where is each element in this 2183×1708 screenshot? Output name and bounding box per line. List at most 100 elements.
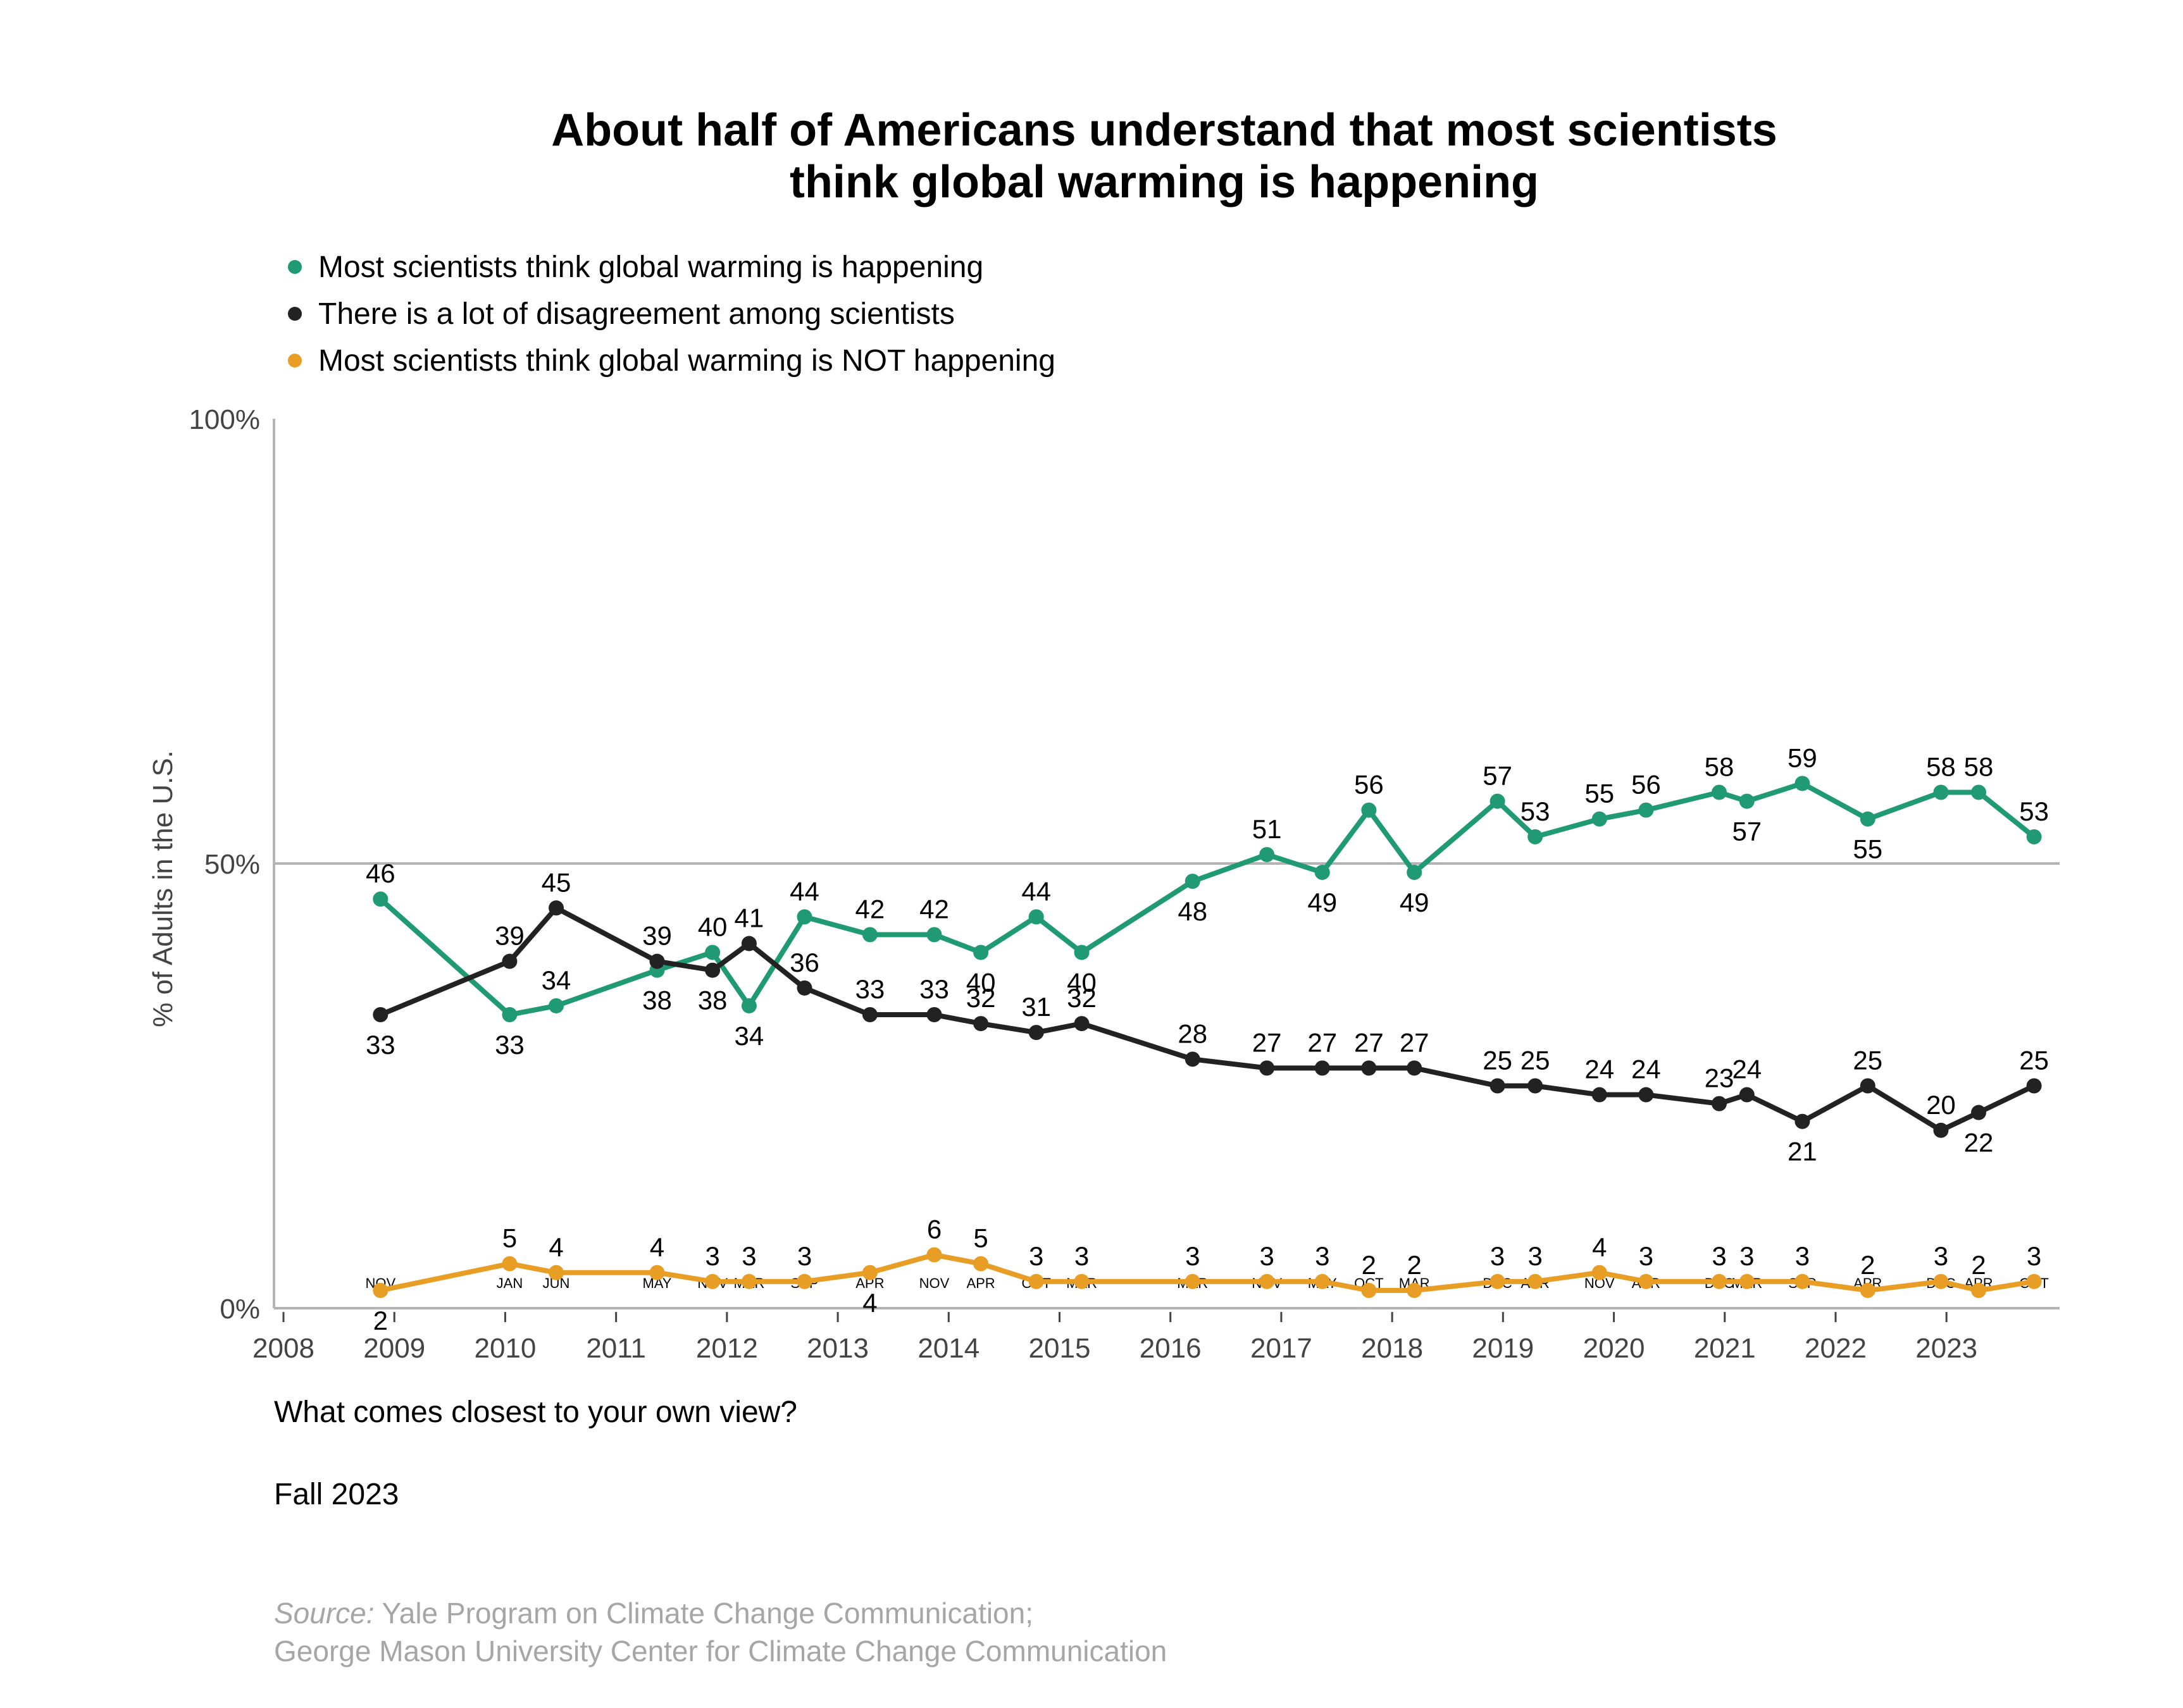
data-point-not-happening (1712, 1273, 1727, 1289)
data-point-not-happening (926, 1247, 942, 1263)
data-point-disagreement (1028, 1025, 1044, 1041)
data-point-happening (1028, 909, 1044, 925)
data-label-disagreement: 20 (1926, 1090, 1956, 1120)
data-label-disagreement: 22 (1964, 1128, 1994, 1158)
y-tick-label: 50% (204, 849, 260, 880)
source-note: Source: Yale Program on Climate Change C… (274, 1594, 1167, 1670)
data-label-not-happening: 4 (862, 1288, 877, 1318)
data-label-not-happening: 2 (373, 1306, 388, 1335)
data-point-not-happening (741, 1273, 757, 1289)
series-line-happening (378, 781, 2036, 1018)
data-point-happening (549, 998, 564, 1013)
data-label-disagreement: 32 (1067, 983, 1097, 1013)
data-label-not-happening: 2 (1407, 1250, 1421, 1280)
data-label-disagreement: 25 (1483, 1046, 1512, 1075)
data-label-not-happening: 3 (2027, 1241, 2041, 1271)
data-point-not-happening (1591, 1265, 1607, 1280)
data-label-happening: 40 (966, 968, 996, 998)
data-label-not-happening: 4 (549, 1232, 563, 1262)
data-label-not-happening: 3 (1074, 1241, 1089, 1271)
data-point-not-happening (1259, 1273, 1275, 1289)
data-label-happening: 56 (1631, 770, 1661, 800)
data-label-happening: 44 (1021, 876, 1051, 906)
data-label-not-happening: 3 (1712, 1241, 1726, 1271)
source-line-1: Yale Program on Climate Change Communica… (382, 1597, 1034, 1630)
data-label-not-happening: 3 (1795, 1241, 1810, 1271)
data-point-disagreement (1407, 1060, 1422, 1076)
x-tick-label: 2020 (1583, 1333, 1645, 1364)
y-tick-label: 0% (220, 1294, 260, 1325)
data-label-disagreement: 25 (2019, 1046, 2049, 1075)
data-point-not-happening (549, 1265, 564, 1280)
data-label-happening: 44 (790, 876, 819, 906)
data-point-happening (373, 891, 389, 907)
data-point-not-happening (862, 1265, 878, 1280)
data-label-not-happening: 3 (742, 1241, 756, 1271)
x-tick-label: 2011 (586, 1333, 646, 1364)
data-label-disagreement: 27 (1400, 1027, 1429, 1057)
data-point-not-happening (1971, 1282, 1987, 1298)
data-point-disagreement (926, 1007, 942, 1023)
legend-marker-icon (288, 260, 302, 274)
data-point-not-happening (373, 1282, 389, 1298)
data-label-disagreement: 27 (1354, 1027, 1384, 1057)
x-tick-label: 2019 (1472, 1333, 1534, 1364)
data-point-disagreement (549, 900, 564, 916)
chart-title: About half of Americans understand that … (0, 104, 2183, 208)
data-label-disagreement: 31 (1021, 992, 1051, 1022)
data-label-happening: 40 (698, 912, 728, 942)
data-point-not-happening (649, 1265, 665, 1280)
data-point-disagreement (1638, 1087, 1654, 1103)
data-point-happening (1739, 793, 1755, 809)
x-tick-label: 2012 (696, 1333, 758, 1364)
data-label-not-happening: 3 (1527, 1241, 1542, 1271)
legend-marker-icon (288, 354, 302, 368)
data-label-not-happening: 5 (973, 1223, 988, 1253)
series-line-not-happening (380, 1252, 2035, 1293)
data-point-disagreement (1185, 1051, 1200, 1067)
data-point-not-happening (1860, 1282, 1875, 1298)
data-label-happening: 55 (1853, 834, 1882, 864)
source-line-2: George Mason University Center for Clima… (274, 1635, 1167, 1668)
x-tick-label: 2022 (1805, 1333, 1867, 1364)
data-point-disagreement (2026, 1078, 2042, 1094)
data-label-happening: 49 (1400, 888, 1429, 917)
data-label-happening: 33 (495, 1030, 525, 1060)
data-label-not-happening: 2 (1860, 1250, 1875, 1280)
data-point-disagreement (1794, 1113, 1810, 1129)
data-label-happening: 42 (919, 894, 949, 924)
data-point-happening (1074, 944, 1090, 960)
data-point-not-happening (1314, 1273, 1330, 1289)
x-tick-label: 2018 (1361, 1333, 1423, 1364)
data-label-not-happening: 3 (1259, 1241, 1274, 1271)
data-label-not-happening: 3 (1639, 1241, 1653, 1271)
data-label-not-happening: 3 (1029, 1241, 1043, 1271)
data-point-disagreement (1314, 1060, 1330, 1076)
chart-title-line-1: About half of Americans understand that … (551, 105, 1777, 156)
data-point-disagreement (1739, 1087, 1755, 1103)
data-label-happening: 58 (1926, 752, 1956, 782)
x-tick-label: 2021 (1694, 1333, 1756, 1364)
data-point-not-happening (502, 1256, 518, 1272)
data-label-happening: 46 (366, 858, 395, 888)
data-label-happening: 34 (542, 965, 571, 995)
data-label-not-happening: 3 (1934, 1241, 1948, 1271)
data-label-not-happening: 3 (1739, 1241, 1754, 1271)
data-label-not-happening: 3 (705, 1241, 719, 1271)
data-point-happening (1185, 874, 1200, 889)
data-label-happening: 34 (735, 1021, 764, 1051)
data-label-disagreement: 25 (1853, 1046, 1882, 1075)
data-label-happening: 53 (1521, 796, 1550, 826)
data-label-disagreement: 36 (790, 948, 819, 977)
data-label-not-happening: 3 (1185, 1241, 1200, 1271)
data-label-happening: 58 (1705, 752, 1734, 782)
data-label-disagreement: 27 (1252, 1027, 1282, 1057)
data-label-not-happening: 3 (797, 1241, 812, 1271)
x-tick-label: 2023 (1915, 1333, 1977, 1364)
data-label-not-happening: 3 (1490, 1241, 1505, 1271)
data-point-disagreement (373, 1007, 389, 1023)
data-label-happening: 53 (2019, 796, 2049, 826)
data-point-disagreement (741, 936, 757, 951)
x-tick-label: 2016 (1140, 1333, 1202, 1364)
data-label-disagreement: 24 (1584, 1055, 1614, 1084)
